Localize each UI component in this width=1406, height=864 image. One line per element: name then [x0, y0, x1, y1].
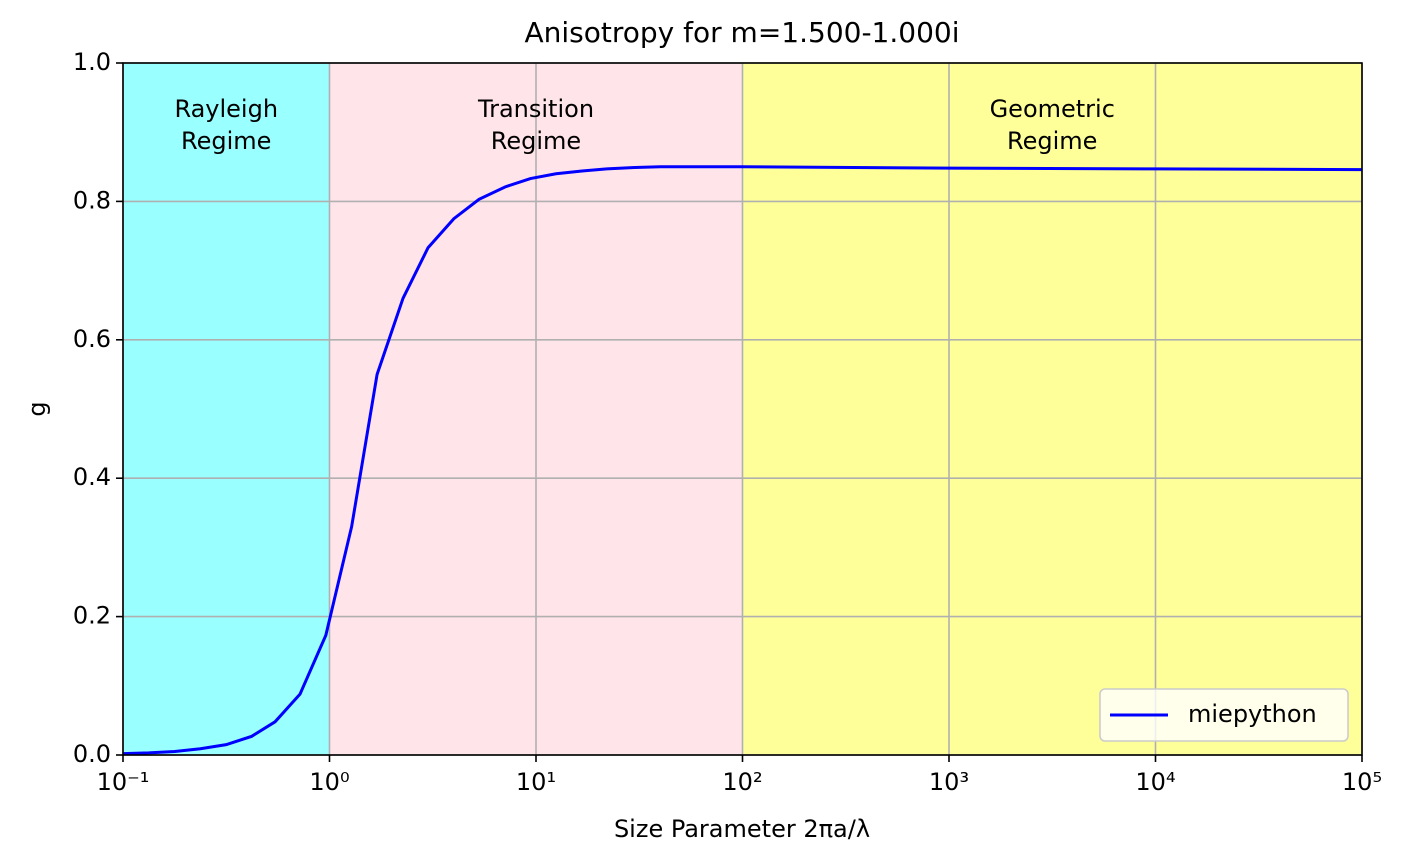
region [123, 63, 330, 755]
region-label: Rayleigh [174, 95, 278, 123]
y-axis-label: g [23, 401, 51, 416]
chart-title: Anisotropy for m=1.500-1.000i [525, 16, 960, 49]
x-tick-label: 10⁰ [309, 768, 349, 796]
x-tick-label: 10⁴ [1135, 768, 1175, 796]
legend-label: miepython [1188, 700, 1317, 728]
region-label: Transition [477, 95, 594, 123]
y-tick-label: 0.6 [73, 325, 111, 353]
region-label: Regime [181, 127, 271, 155]
y-tick-label: 0.2 [73, 602, 111, 630]
region [742, 63, 1362, 755]
x-tick-label: 10³ [929, 768, 969, 796]
x-tick-label: 10² [722, 768, 762, 796]
region-label: Geometric [990, 95, 1115, 123]
y-tick-label: 0.4 [73, 463, 111, 491]
x-tick-label: 10⁻¹ [97, 768, 150, 796]
y-tick-label: 0.0 [73, 740, 111, 768]
region-label: Regime [491, 127, 581, 155]
x-axis-label: Size Parameter 2πa/λ [614, 815, 870, 843]
x-tick-label: 10⁵ [1342, 768, 1382, 796]
y-tick-label: 1.0 [73, 48, 111, 76]
data-line [122, 165, 1363, 756]
x-tick-label: 10¹ [516, 768, 556, 796]
legend-box [1099, 688, 1349, 742]
region-label: Regime [1007, 127, 1097, 155]
y-tick-label: 0.8 [73, 186, 111, 214]
